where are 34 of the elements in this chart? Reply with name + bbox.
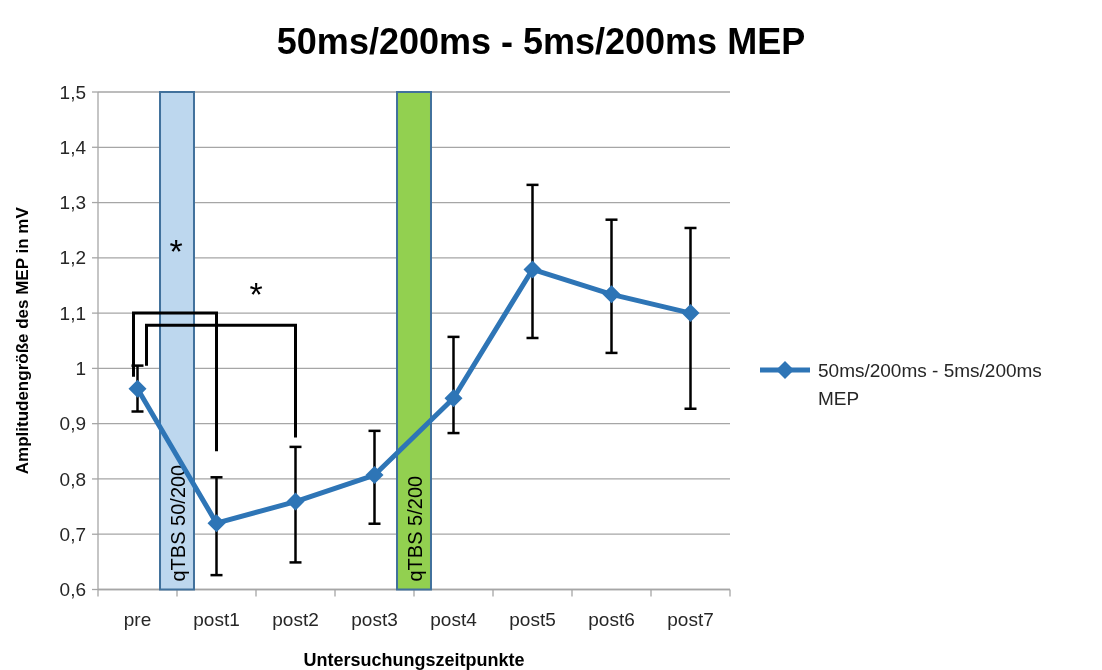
x-tick-label: post2 <box>272 608 319 630</box>
x-tick-label: post3 <box>351 608 398 630</box>
x-tick-label: post4 <box>430 608 478 630</box>
x-tick-label: pre <box>123 608 152 630</box>
x-axis-title: Untersuchungszeitpunkte <box>303 650 525 670</box>
annotation: * <box>169 232 183 271</box>
y-tick-label: 1,5 <box>59 81 86 103</box>
y-tick-label: 1,1 <box>59 302 86 324</box>
annotation: * <box>249 275 263 314</box>
y-axis-title: Amplitudengröße des MEP in mV <box>13 206 32 475</box>
y-tick-label: 1,2 <box>59 247 86 269</box>
point <box>365 466 384 485</box>
x-tick-label: post5 <box>509 608 556 630</box>
y-tick-label: 0,8 <box>59 468 86 490</box>
point <box>681 304 700 323</box>
x-tick-label: post6 <box>588 608 635 630</box>
y-tick-label: 0,6 <box>59 579 86 601</box>
point <box>207 514 226 533</box>
legend-label: 50ms/200ms - 5ms/200ms MEP <box>818 359 1042 410</box>
y-tick-label: 1 <box>75 358 86 380</box>
band-label: qTBS 5/200 <box>404 475 426 582</box>
chart-title: 50ms/200ms - 5ms/200ms MEP <box>276 21 806 62</box>
y-tick-label: 1,4 <box>59 136 87 158</box>
x-tick-label: post7 <box>667 608 714 630</box>
point <box>286 492 305 511</box>
y-tick-label: 1,3 <box>59 192 86 214</box>
y-tick-label: 0,9 <box>59 413 86 435</box>
y-tick-label: 0,7 <box>59 523 86 545</box>
point <box>602 285 621 304</box>
point <box>523 260 542 279</box>
point <box>444 389 463 408</box>
band-label: qTBS 50/200 <box>167 464 189 582</box>
point <box>128 379 147 398</box>
x-tick-label: post1 <box>193 608 240 630</box>
